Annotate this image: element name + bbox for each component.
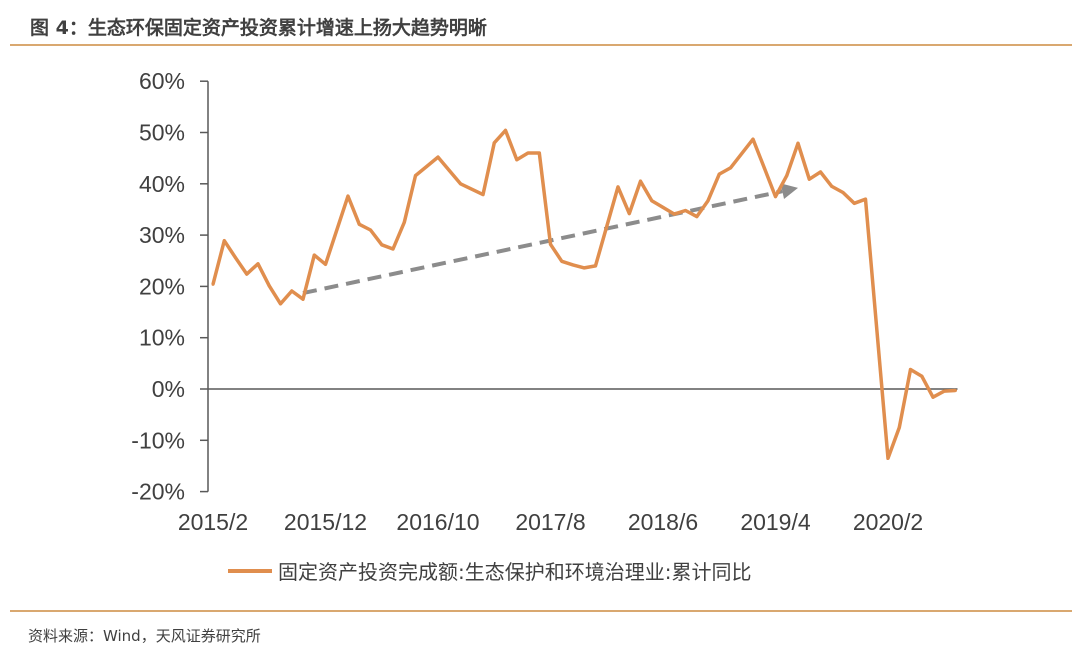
series-line xyxy=(211,128,956,461)
data-point xyxy=(537,151,541,155)
figure-title: 图 4：生态环保固定资产投资累计增速上扬大趋势明晰 xyxy=(30,16,487,39)
data-point xyxy=(897,425,901,429)
data-point xyxy=(380,243,384,247)
data-point xyxy=(650,199,654,203)
y-tick-label: 10% xyxy=(139,325,185,351)
data-point xyxy=(785,174,789,178)
y-tick-label: 40% xyxy=(139,171,185,197)
data-point xyxy=(942,389,946,393)
y-tick-label: 20% xyxy=(139,273,185,299)
x-tick-label: 2019/4 xyxy=(740,509,811,535)
data-point xyxy=(549,242,552,246)
data-point xyxy=(357,222,361,226)
data-point xyxy=(402,220,406,224)
data-point xyxy=(852,201,856,205)
y-tick-label: 30% xyxy=(139,222,185,248)
data-point xyxy=(762,166,766,170)
data-point xyxy=(425,164,429,168)
data-point xyxy=(909,368,912,372)
data-point xyxy=(706,199,710,203)
data-point xyxy=(594,264,597,268)
y-tick-label: 50% xyxy=(139,120,185,146)
trend-arrow-line xyxy=(302,189,783,296)
data-point xyxy=(717,172,721,176)
data-point xyxy=(234,256,237,260)
y-tick-label: 60% xyxy=(139,68,185,94)
data-point xyxy=(414,174,417,178)
data-point xyxy=(661,205,665,209)
data-point xyxy=(864,197,867,201)
data-point xyxy=(819,170,822,174)
data-point xyxy=(830,184,834,188)
y-tick-label: -20% xyxy=(131,479,185,505)
data-point xyxy=(582,266,586,270)
data-point xyxy=(695,215,699,219)
data-point xyxy=(571,263,575,267)
data-point xyxy=(369,228,372,232)
data-point xyxy=(256,262,260,266)
y-axis: 60% 50% 40% 30% 20% 10% 0% -10% -20% xyxy=(131,68,209,505)
data-point xyxy=(774,195,777,199)
x-tick-label: 2015/12 xyxy=(284,509,367,535)
data-point xyxy=(211,282,215,286)
x-tick-label: 2015/2 xyxy=(178,509,248,535)
data-point xyxy=(672,212,676,216)
data-point xyxy=(920,374,924,378)
data-point xyxy=(729,166,732,170)
data-point xyxy=(954,389,957,393)
data-point xyxy=(616,185,620,189)
data-point xyxy=(560,259,564,263)
data-point xyxy=(886,456,890,460)
y-tick-label: 0% xyxy=(152,376,185,402)
source-note: 资料来源：Wind，天风证券研究所 xyxy=(28,627,261,645)
plot-area xyxy=(211,128,957,461)
data-point xyxy=(290,289,294,293)
data-point xyxy=(447,168,451,172)
data-point xyxy=(504,128,507,132)
data-point xyxy=(279,302,282,306)
data-point xyxy=(324,262,327,266)
legend-label: 固定资产投资完成额:生态保护和环境治理业:累计同比 xyxy=(278,560,751,584)
x-tick-label: 2020/2 xyxy=(853,509,923,535)
data-point xyxy=(807,177,811,181)
data-point xyxy=(796,141,800,145)
data-point xyxy=(526,151,530,155)
data-point xyxy=(684,208,687,212)
data-point xyxy=(391,247,395,251)
data-point xyxy=(515,158,519,162)
data-point xyxy=(346,194,350,198)
x-tick-label: 2018/6 xyxy=(628,509,698,535)
legend: 固定资产投资完成额:生态保护和环境治理业:累计同比 xyxy=(228,560,751,584)
data-point xyxy=(312,253,316,257)
data-point xyxy=(841,191,845,195)
data-point xyxy=(267,284,271,288)
data-point xyxy=(639,179,642,183)
data-point xyxy=(245,272,249,276)
data-point xyxy=(301,297,305,301)
data-point xyxy=(751,137,755,141)
data-point xyxy=(222,239,226,243)
data-point xyxy=(436,155,440,159)
x-axis: 2015/2 2015/12 2016/10 2017/8 2018/6 2019/4 20… xyxy=(178,388,958,535)
data-point xyxy=(459,182,462,186)
data-point xyxy=(931,395,935,399)
data-point xyxy=(481,193,485,197)
data-point xyxy=(627,212,631,216)
trend-arrow-head xyxy=(780,183,798,200)
x-tick-label: 2017/8 xyxy=(515,509,585,535)
data-point xyxy=(492,141,496,145)
y-tick-label: -10% xyxy=(131,427,185,453)
x-tick-label: 2016/10 xyxy=(396,509,479,535)
